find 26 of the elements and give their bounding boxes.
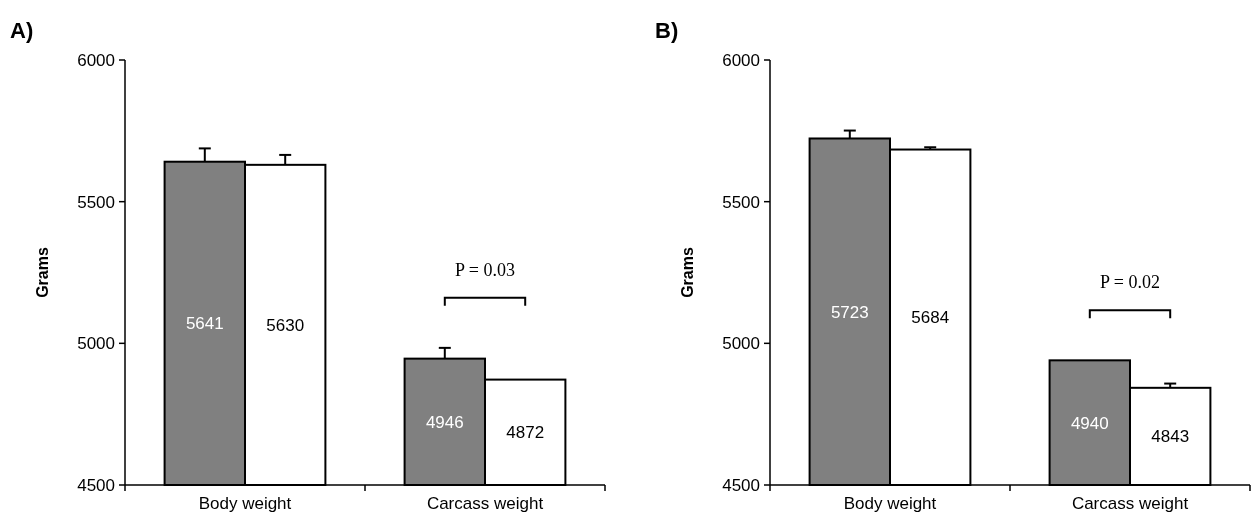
chart-title: B) [655,18,679,43]
x-tick-label: Carcass weight [1071,494,1189,513]
data-label: 4872 [506,423,545,443]
data-label: 5684 [911,308,950,328]
x-tick-label: Body weight [843,494,937,513]
annotation: P = 0.02 [1100,272,1160,293]
annotation: P = 0.03 [455,259,515,280]
y-tick-label: 4500 [722,476,760,495]
data-label: 4843 [1151,427,1190,447]
y-tick-label: 5000 [722,334,760,354]
data-label: 4946 [425,412,464,432]
y-tick-label: 5000 [77,334,115,354]
x-tick-label: Carcass weight [426,494,544,513]
y-tick-label: 5500 [722,192,760,212]
data-label: 5630 [266,315,305,335]
y-axis-title: Grams [34,247,51,298]
y-tick-label: 6000 [722,51,760,70]
data-label: 4940 [1070,413,1109,433]
x-tick-label: Body weight [198,494,292,513]
y-tick-label: 6000 [77,51,115,70]
y-axis-title: Grams [679,247,696,298]
y-tick-label: 4500 [77,476,115,495]
chart-title: A) [10,18,34,43]
data-label: 5723 [830,302,869,322]
data-label: 5641 [185,314,224,334]
y-tick-label: 5500 [77,192,115,212]
